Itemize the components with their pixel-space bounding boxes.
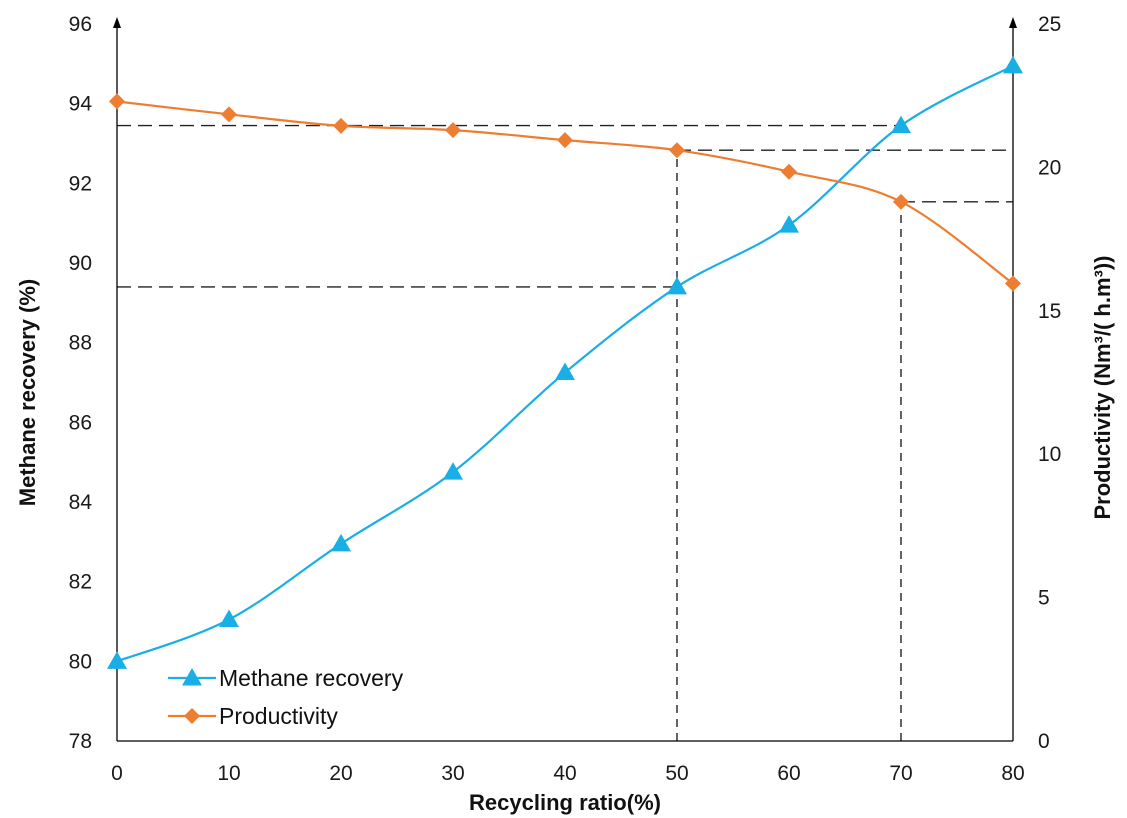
- methane-recovery-point: [219, 609, 239, 628]
- productivity-line: [116, 100, 1014, 285]
- left-axis-arrow: [113, 17, 121, 28]
- x-tick-label: 10: [217, 762, 240, 785]
- productivity-point: [669, 142, 685, 159]
- left-tick-label: 78: [69, 730, 92, 753]
- left-tick-label: 90: [69, 252, 92, 275]
- methane-recovery-point: [779, 215, 799, 233]
- left-tick-label: 86: [69, 411, 92, 434]
- methane-recovery-point: [891, 115, 911, 134]
- x-tick-label: 70: [889, 762, 912, 785]
- methane-recovery-point: [667, 276, 687, 295]
- x-tick-label: 80: [1001, 762, 1024, 785]
- right-axis-title: Productivity (Nm³/( h.m³)): [1090, 256, 1115, 520]
- methane-recovery-point: [1003, 55, 1023, 74]
- x-tick-label: 40: [553, 762, 576, 785]
- methane-recovery-point: [443, 462, 463, 480]
- productivity-point: [557, 132, 573, 149]
- productivity-point: [221, 106, 237, 123]
- x-tick-label: 60: [777, 762, 800, 785]
- left-tick-label: 94: [69, 93, 93, 116]
- methane-recovery-point: [331, 533, 351, 552]
- right-tick-label: 5: [1038, 587, 1050, 610]
- left-axis-title: Methane recovery (%): [15, 279, 40, 506]
- left-tick-label: 80: [69, 650, 92, 673]
- legend: Methane recovery Productivity: [168, 665, 404, 729]
- left-tick-label: 82: [69, 571, 92, 594]
- left-tick-label: 88: [69, 332, 92, 355]
- methane-recovery-point: [555, 362, 575, 381]
- right-tick-label: 25: [1038, 13, 1061, 36]
- x-tick-label: 20: [329, 762, 352, 785]
- productivity-point: [109, 93, 125, 110]
- right-axis-arrow: [1009, 17, 1017, 28]
- legend-methane-recovery-label: Methane recovery: [219, 665, 404, 691]
- productivity-point: [893, 193, 909, 210]
- legend-methane-recovery-marker: [182, 668, 202, 686]
- series: [107, 55, 1023, 669]
- productivity-point: [333, 117, 349, 134]
- right-tick-label: 0: [1038, 730, 1050, 753]
- legend-productivity-label: Productivity: [219, 703, 338, 729]
- productivity-point: [1005, 275, 1021, 292]
- productivity-point: [445, 122, 461, 139]
- left-tick-label: 92: [69, 172, 92, 195]
- productivity-point: [781, 163, 797, 180]
- right-tick-label: 20: [1038, 156, 1061, 179]
- x-tick-label: 50: [665, 762, 688, 785]
- x-tick-label: 0: [111, 762, 123, 785]
- axes: 78 80 82 84 86 88 90 92 94 96 0 5 10 15 20 25 0 10 20 30 40 5…: [15, 13, 1115, 815]
- methane-recovery-point: [107, 651, 127, 669]
- right-tick-label: 15: [1038, 300, 1061, 323]
- legend-productivity-marker: [184, 708, 200, 724]
- left-tick-label: 96: [69, 13, 92, 36]
- x-tick-label: 30: [441, 762, 464, 785]
- right-tick-label: 10: [1038, 443, 1061, 466]
- reference-lines: [117, 124, 1013, 741]
- x-axis-title: Recycling ratio(%): [469, 790, 661, 815]
- left-tick-label: 84: [69, 491, 93, 514]
